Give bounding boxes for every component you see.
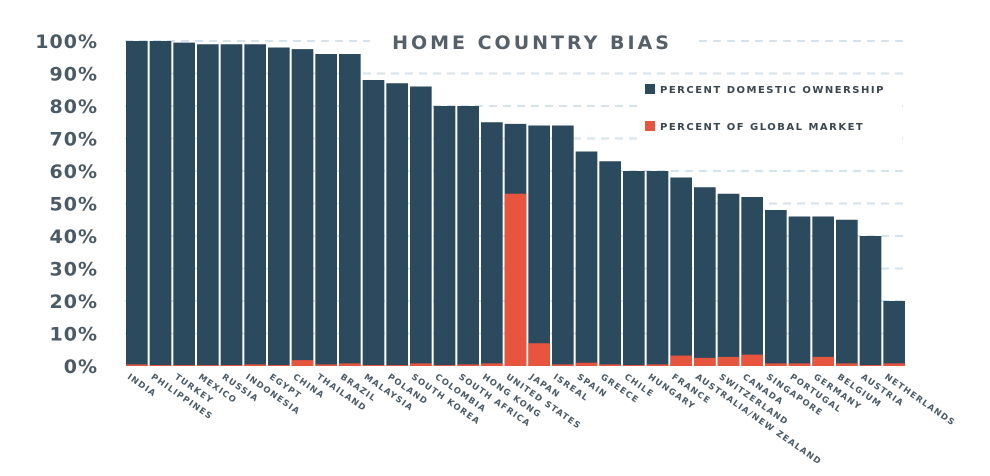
bar-domestic-ownership — [386, 83, 408, 366]
bar-domestic-ownership — [291, 49, 314, 366]
legend-swatch-domestic — [645, 84, 655, 94]
bar-domestic-ownership — [481, 122, 503, 366]
x-axis-ticks: INDIAPHILIPPINESTURKEYMEXICORUSSIAINDONE… — [125, 372, 957, 468]
bar-global-market — [433, 365, 456, 366]
bar-domestic-ownership — [339, 54, 361, 366]
bar-global-market — [291, 360, 314, 366]
y-tick-label: 20% — [50, 291, 98, 313]
bar-global-market — [457, 364, 479, 366]
bar-global-market — [386, 365, 408, 366]
bar-global-market — [599, 364, 621, 366]
bars — [126, 41, 905, 366]
bar-global-market — [504, 193, 527, 366]
bar-domestic-ownership — [836, 219, 858, 366]
chart-title-group: HOME COUNTRY BIAS — [370, 27, 695, 55]
bar-domestic-ownership — [623, 171, 645, 366]
legend-label-domestic: PERCENT DOMESTIC OWNERSHIP — [660, 85, 885, 96]
bar-domestic-ownership — [717, 193, 740, 366]
bar-global-market — [149, 365, 172, 366]
bar-global-market — [552, 364, 574, 366]
bar-domestic-ownership — [552, 125, 574, 366]
bar-domestic-ownership — [646, 171, 669, 366]
y-tick-label: 50% — [50, 194, 98, 216]
legend-label-global: PERCENT OF GLOBAL MARKET — [660, 122, 864, 133]
bar-global-market — [315, 364, 337, 366]
y-tick-label: 70% — [50, 129, 98, 151]
bar-global-market — [859, 365, 882, 366]
bar-domestic-ownership — [362, 80, 385, 366]
bar-domestic-ownership — [315, 54, 337, 366]
bar-domestic-ownership — [457, 106, 479, 366]
bar-domestic-ownership — [765, 210, 787, 366]
bar-global-market — [126, 364, 148, 366]
bar-domestic-ownership — [220, 44, 243, 366]
legend-swatch-global — [645, 121, 655, 131]
bar-domestic-ownership — [126, 41, 148, 366]
bar-global-market — [410, 363, 432, 366]
bar-domestic-ownership — [859, 236, 882, 366]
bar-domestic-ownership — [244, 44, 266, 366]
bar-global-market — [244, 364, 266, 366]
bar-domestic-ownership — [528, 125, 550, 366]
y-tick-label: 10% — [50, 324, 98, 346]
bar-global-market — [646, 364, 669, 366]
bar-domestic-ownership — [599, 161, 621, 366]
y-tick-label: 90% — [50, 64, 98, 86]
bar-domestic-ownership — [149, 41, 172, 366]
bar-global-market — [575, 362, 598, 366]
bar-global-market — [670, 355, 692, 366]
bar-global-market — [741, 354, 763, 366]
bar-global-market — [717, 356, 740, 366]
bar-domestic-ownership — [575, 151, 598, 366]
bar-global-market — [765, 363, 787, 366]
bar-domestic-ownership — [694, 187, 716, 366]
y-tick-label: 0% — [64, 356, 98, 378]
bar-domestic-ownership — [268, 47, 290, 366]
bar-global-market — [362, 365, 385, 366]
legend: PERCENT DOMESTIC OWNERSHIP PERCENT OF GL… — [640, 78, 902, 148]
bar-global-market — [268, 365, 290, 366]
bar-global-market — [528, 343, 550, 366]
y-tick-label: 30% — [50, 259, 98, 281]
bar-domestic-ownership — [173, 42, 195, 366]
bar-domestic-ownership — [410, 86, 432, 366]
y-tick-label: 80% — [50, 96, 98, 118]
bar-domestic-ownership — [433, 106, 456, 366]
bar-domestic-ownership — [883, 301, 905, 366]
bar-global-market — [220, 365, 243, 366]
bar-global-market — [197, 365, 219, 366]
chart-title: HOME COUNTRY BIAS — [392, 32, 672, 54]
bar-global-market — [173, 365, 195, 366]
bar-domestic-ownership — [812, 216, 834, 366]
y-axis-ticks: 0% 10% 20% 30% 40% 50% 60% 70% 80% 90% 100% — [35, 31, 98, 378]
y-tick-label: 100% — [35, 31, 98, 53]
bar-global-market — [836, 363, 858, 366]
bar-global-market — [623, 365, 645, 366]
bar-global-market — [788, 363, 811, 366]
bar-domestic-ownership — [741, 197, 763, 366]
bar-global-market — [883, 363, 905, 366]
bar-global-market — [812, 356, 834, 366]
bar-global-market — [339, 363, 361, 366]
bar-domestic-ownership — [788, 216, 811, 366]
bar-global-market — [481, 363, 503, 366]
bar-domestic-ownership — [197, 44, 219, 366]
bar-domestic-ownership — [670, 177, 692, 366]
bar-global-market — [694, 357, 716, 366]
y-tick-label: 60% — [50, 161, 98, 183]
y-tick-label: 40% — [50, 226, 98, 248]
